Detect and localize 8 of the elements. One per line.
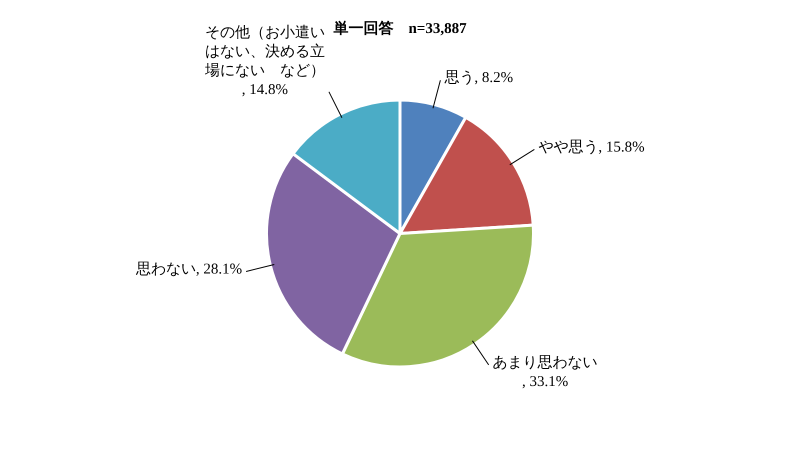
- slice-label: 思わない, 28.1%: [134, 261, 242, 278]
- data-label: , 14.8%: [242, 82, 288, 98]
- slice-label: やや思う, 15.8%: [538, 139, 645, 156]
- slice-label: 思う, 8.2%: [443, 70, 514, 86]
- slice-label: その他（お小遣いはない、決める立場にない など）: [204, 24, 325, 79]
- slice-label: あまり思わない: [492, 354, 598, 371]
- data-label: , 33.1%: [522, 374, 568, 390]
- chart-title: 単一回答 n=33,887: [332, 20, 468, 37]
